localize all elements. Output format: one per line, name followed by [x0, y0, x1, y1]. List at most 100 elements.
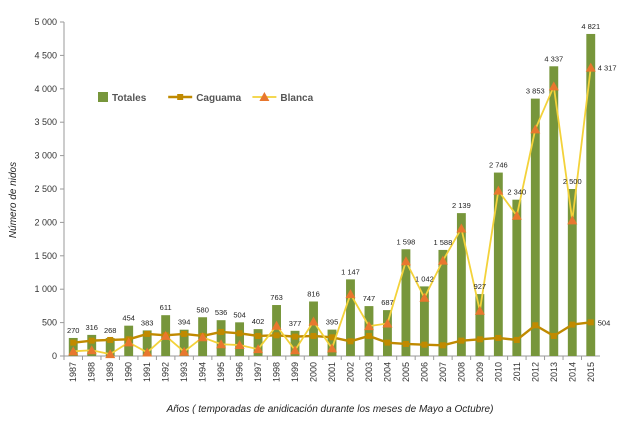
- bar-totales: [105, 338, 115, 356]
- point-caguama: [532, 322, 539, 329]
- point-blanca: [363, 321, 374, 331]
- point-blanca: [308, 316, 319, 326]
- y-tick-label: 3 500: [34, 117, 57, 127]
- point-caguama: [384, 339, 391, 346]
- point-blanca: [179, 346, 190, 356]
- point-blanca: [216, 339, 227, 349]
- point-caguama: [310, 332, 317, 339]
- bar-data-label: 316: [85, 323, 98, 332]
- bar-totales: [530, 98, 540, 356]
- bar-data-label: 2 340: [507, 188, 526, 197]
- x-tick-label: 2013: [549, 362, 559, 382]
- y-tick-label: 4 000: [34, 84, 57, 94]
- point-blanca: [68, 346, 79, 356]
- point-blanca: [253, 344, 264, 354]
- point-caguama: [218, 328, 225, 335]
- x-tick-label: 2003: [364, 362, 374, 382]
- y-tick-label: 3 000: [34, 151, 57, 161]
- bar-data-label: 454: [122, 314, 135, 323]
- y-tick-label: 0: [52, 351, 57, 361]
- bar-totales: [438, 249, 448, 356]
- point-caguama: [292, 333, 299, 340]
- x-tick-label: 1999: [290, 362, 300, 382]
- point-caguama: [107, 336, 114, 343]
- point-caguama: [402, 340, 409, 347]
- y-tick-label: 1 000: [34, 284, 57, 294]
- x-tick-label: 2010: [493, 362, 503, 382]
- x-tick-label: 2007: [438, 362, 448, 382]
- point-caguama: [421, 341, 428, 348]
- legend-label-blanca: Blanca: [280, 93, 313, 104]
- point-caguama: [255, 332, 262, 339]
- y-tick-label: 2 500: [34, 184, 57, 194]
- bar-totales: [364, 306, 374, 356]
- x-tick-label: 2005: [401, 362, 411, 382]
- x-tick-label: 1997: [253, 362, 263, 382]
- bar-totales: [475, 294, 485, 356]
- bar-data-label: 611: [160, 303, 172, 312]
- point-caguama: [439, 342, 446, 349]
- point-blanca: [142, 347, 153, 357]
- bar-data-label: 377: [289, 319, 302, 328]
- x-tick-label: 2009: [475, 362, 485, 382]
- bar-data-label: 504: [233, 310, 246, 319]
- x-tick-label: 2008: [456, 362, 466, 382]
- point-blanca: [105, 349, 116, 359]
- y-axis-label: Número de nidos: [8, 162, 19, 238]
- bar-totales: [346, 279, 355, 356]
- x-tick-label: 1992: [161, 362, 171, 382]
- point-blanca: [160, 330, 171, 340]
- point-blanca: [530, 124, 541, 134]
- bar-totales: [493, 172, 503, 356]
- bar-data-label: 927: [474, 282, 487, 291]
- point-blanca: [234, 340, 245, 350]
- bar-data-label: 1 147: [341, 267, 360, 276]
- x-tick-label: 2002: [345, 362, 355, 382]
- x-tick-label: 2014: [567, 362, 577, 382]
- bar-data-label: 2 139: [452, 201, 471, 210]
- point-caguama: [70, 339, 77, 346]
- bar-totales: [549, 66, 559, 357]
- point-blanca: [493, 185, 504, 195]
- y-tick-label: 500: [42, 318, 57, 328]
- x-tick-label: 1998: [272, 362, 282, 382]
- legend-marker-blanca: [259, 92, 270, 101]
- bar-data-label: 395: [326, 318, 339, 327]
- x-tick-label: 2000: [309, 362, 319, 382]
- point-blanca: [548, 81, 559, 91]
- bar-data-label: 1 588: [434, 238, 453, 247]
- point-blanca: [345, 289, 356, 299]
- bar-data-label: 536: [215, 308, 228, 317]
- legend-swatch-totales: [98, 92, 108, 102]
- x-tick-label: 1990: [124, 362, 134, 382]
- point-caguama: [569, 321, 576, 328]
- bar-data-label: 270: [67, 326, 80, 335]
- bar-totales: [383, 310, 392, 356]
- point-blanca: [123, 337, 134, 347]
- legend-label-totales: Totales: [112, 93, 147, 104]
- y-tick-label: 2 000: [34, 217, 57, 227]
- bar-data-label: 4 337: [544, 54, 563, 63]
- bar-data-label: 816: [307, 289, 320, 298]
- point-caguama: [347, 338, 354, 345]
- bar-data-label: 2 746: [489, 161, 508, 170]
- legend-marker-caguama: [177, 94, 184, 100]
- bar-data-label: 383: [141, 318, 154, 327]
- bar-totales: [142, 330, 152, 356]
- x-tick-label: 1989: [105, 362, 115, 382]
- x-tick-label: 1996: [235, 362, 245, 382]
- point-caguama: [144, 330, 151, 337]
- x-tick-label: 2001: [327, 362, 337, 382]
- bar-data-label: 402: [252, 317, 265, 326]
- bar-data-label: 763: [270, 293, 283, 302]
- point-blanca: [197, 332, 208, 342]
- bar-data-label: 4 821: [581, 22, 600, 31]
- bar-totales: [290, 330, 300, 356]
- point-caguama: [88, 337, 95, 344]
- end-label-blanca: 4 317: [598, 64, 617, 73]
- point-caguama: [329, 334, 335, 341]
- point-caguama: [365, 332, 372, 339]
- bar-data-label: 2 500: [563, 177, 582, 186]
- x-tick-label: 1993: [179, 362, 189, 382]
